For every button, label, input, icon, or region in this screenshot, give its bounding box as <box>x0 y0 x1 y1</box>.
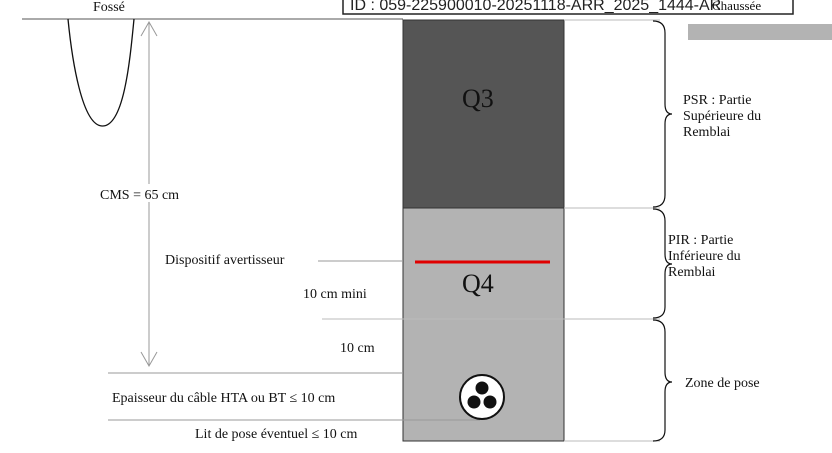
zone-pose-label: Zone de pose <box>685 376 760 391</box>
bedding-label: Lit de pose éventuel ≤ 10 cm <box>195 427 358 442</box>
brace-pir <box>652 208 673 319</box>
zone-psr-line2: Supérieure du <box>683 109 761 124</box>
zone-psr-line1: PSR : Partie <box>683 93 751 108</box>
zone-psr-line3: Remblai <box>683 125 731 140</box>
zone-pir-line1: PIR : Partie <box>668 233 733 248</box>
id-stamp: ID : 059-225900010-20251118-ARR_2025_144… <box>342 0 794 15</box>
cms-label: CMS = 65 cm <box>100 188 179 203</box>
road-label: Chaussée <box>712 0 761 13</box>
brace-pose <box>652 319 673 442</box>
ten-cm-label: 10 cm <box>340 341 375 356</box>
cms-label-bg <box>96 184 202 202</box>
layer-q3 <box>402 19 565 209</box>
warning-device-label: Dispositif avertisseur <box>165 253 285 268</box>
ditch-label: Fossé <box>93 0 125 15</box>
ten-cm-min-label: 10 cm mini <box>303 287 367 302</box>
ditch: Fossé <box>67 0 135 127</box>
brace-psr <box>652 20 673 208</box>
cable-thickness-label: Epaisseur du câble HTA ou BT ≤ 10 cm <box>112 391 335 406</box>
layer-q4-label: Q4 <box>462 269 494 298</box>
zone-pir-line2: Inférieure du <box>668 249 741 264</box>
id-stamp-text: ID : 059-225900010-20251118-ARR_2025_144… <box>350 0 721 14</box>
zone-pir-line3: Remblai <box>668 265 716 280</box>
cable-icon <box>459 374 505 420</box>
layer-q3-label: Q3 <box>462 84 494 113</box>
road: Chaussée <box>688 0 832 40</box>
